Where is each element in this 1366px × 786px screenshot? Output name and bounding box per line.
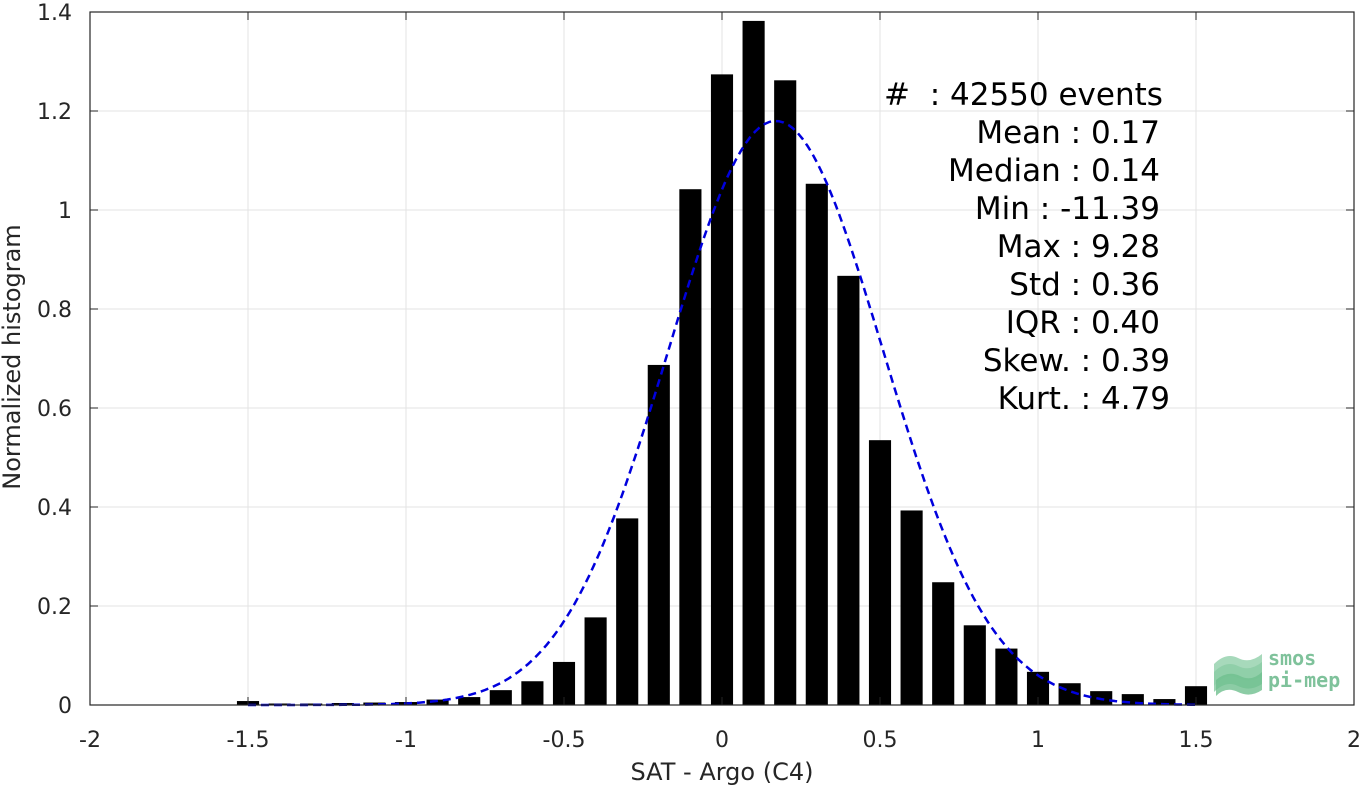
- histogram-bar: [647, 364, 670, 705]
- stat-count: # : 42550 events: [840, 76, 1170, 114]
- histogram-bar: [458, 697, 481, 705]
- stat-iqr-sep: :: [1060, 305, 1091, 341]
- histogram-bar: [552, 661, 576, 705]
- histogram-bar: [300, 703, 323, 705]
- histogram-bar: [363, 702, 386, 705]
- stat-mean: Mean : 0.17: [840, 114, 1170, 152]
- stat-skew-label: Skew.: [982, 343, 1071, 379]
- x-tick-label: 0.5: [863, 728, 898, 753]
- stat-min-label: Min: [974, 191, 1030, 227]
- histogram-bar: [1153, 699, 1176, 705]
- histogram-bar: [710, 74, 734, 706]
- stat-mean-value: 0.17: [1090, 115, 1160, 151]
- y-tick-label: 0.4: [37, 496, 72, 521]
- x-tick-labels: -2 -1.5 -1 -0.5 0 0.5 1 1.5 2: [79, 728, 1361, 753]
- stat-std-label: Std: [1009, 267, 1061, 303]
- y-tick-label: 0.6: [37, 397, 72, 422]
- axes-frame: [89, 11, 1355, 706]
- stat-kurt: Kurt. : 4.79: [840, 380, 1170, 418]
- histogram-bars: [236, 20, 1208, 706]
- stat-count-label: #: [884, 77, 910, 113]
- stat-count-sep: :: [909, 77, 950, 113]
- x-tick-label: -1.5: [227, 728, 270, 753]
- stat-std-value: 0.36: [1090, 267, 1160, 303]
- stat-max-value: 9.28: [1090, 229, 1160, 265]
- stat-skew-sep: :: [1070, 343, 1101, 379]
- y-axis-label: Normalized histogram: [0, 224, 26, 489]
- histogram-bar: [805, 183, 828, 705]
- stat-max: Max : 9.28: [840, 228, 1170, 266]
- statistics-box: # : 42550 events Mean : 0.17 Median : 0.…: [840, 76, 1170, 418]
- stat-min-sep: :: [1029, 191, 1061, 227]
- y-tick-label: 1.2: [37, 100, 72, 125]
- stat-kurt-value: 4.79: [1100, 381, 1170, 417]
- histogram-bar: [963, 625, 986, 705]
- stat-max-sep: :: [1060, 229, 1091, 265]
- x-tick-label: -1: [395, 728, 417, 753]
- stat-median-sep: :: [1060, 153, 1091, 189]
- histogram-bar: [868, 440, 892, 705]
- y-tick-label: 1: [58, 199, 72, 224]
- stat-iqr: IQR : 0.40: [840, 304, 1170, 342]
- plot-frame: [89, 11, 1355, 706]
- histogram-bar: [1121, 694, 1144, 705]
- histogram-bar: [774, 80, 797, 705]
- stat-kurt-label: Kurt.: [997, 381, 1071, 417]
- stat-median-value: 0.14: [1090, 153, 1160, 189]
- stat-mean-sep: :: [1060, 115, 1091, 151]
- stat-min-value: -11.39: [1060, 191, 1160, 227]
- histogram-bar: [489, 690, 512, 705]
- histogram-bar: [932, 582, 955, 705]
- stat-median-label: Median: [948, 153, 1061, 189]
- x-tick-label: 0: [715, 728, 729, 753]
- histogram-bar: [616, 518, 639, 705]
- stat-iqr-label: IQR: [1005, 305, 1061, 341]
- histogram-bar: [1184, 686, 1208, 705]
- stat-std: Std : 0.36: [840, 266, 1170, 304]
- stat-skew-value: 0.39: [1100, 343, 1170, 379]
- histogram-bar: [521, 681, 544, 705]
- y-tick-labels: 0 0.2 0.4 0.6 0.8 1 1.2 1.4: [37, 1, 72, 719]
- x-axis-label: SAT - Argo (C4): [631, 758, 814, 786]
- y-tick-label: 0.2: [37, 595, 72, 620]
- y-tick-label: 0: [58, 694, 72, 719]
- smos-pi-mep-logo: smos pi-mep: [1212, 644, 1352, 700]
- histogram-bar: [742, 20, 765, 706]
- stat-min: Min : -11.39: [840, 190, 1170, 228]
- y-tick-label: 0.8: [37, 298, 72, 323]
- stat-mean-label: Mean: [976, 115, 1061, 151]
- y-tick-label: 1.4: [37, 1, 72, 26]
- logo-waves-icon: [1214, 654, 1262, 696]
- histogram-bar: [679, 189, 702, 705]
- histogram-bar: [837, 275, 860, 705]
- x-tick-label: -0.5: [543, 728, 586, 753]
- x-tick-label: -2: [79, 728, 101, 753]
- histogram-bar: [584, 617, 607, 705]
- logo-text-pimep: pi-mep: [1268, 668, 1341, 692]
- x-tick-label: 1: [1031, 728, 1045, 753]
- stat-count-value: 42550 events: [950, 77, 1163, 113]
- stat-iqr-value: 0.40: [1090, 305, 1160, 341]
- stat-std-sep: :: [1060, 267, 1091, 303]
- x-tick-label: 1.5: [1179, 728, 1214, 753]
- stat-kurt-sep: :: [1070, 381, 1101, 417]
- x-tick-label: 2: [1347, 728, 1361, 753]
- stat-skew: Skew. : 0.39: [840, 342, 1170, 380]
- histogram-bar: [1026, 671, 1050, 705]
- histogram-bar: [900, 510, 923, 705]
- stat-max-label: Max: [996, 229, 1061, 265]
- histogram-bar: [426, 699, 449, 705]
- histogram-bar: [995, 648, 1018, 705]
- stat-median: Median : 0.14: [840, 152, 1170, 190]
- logo-text-smos: smos: [1268, 646, 1317, 670]
